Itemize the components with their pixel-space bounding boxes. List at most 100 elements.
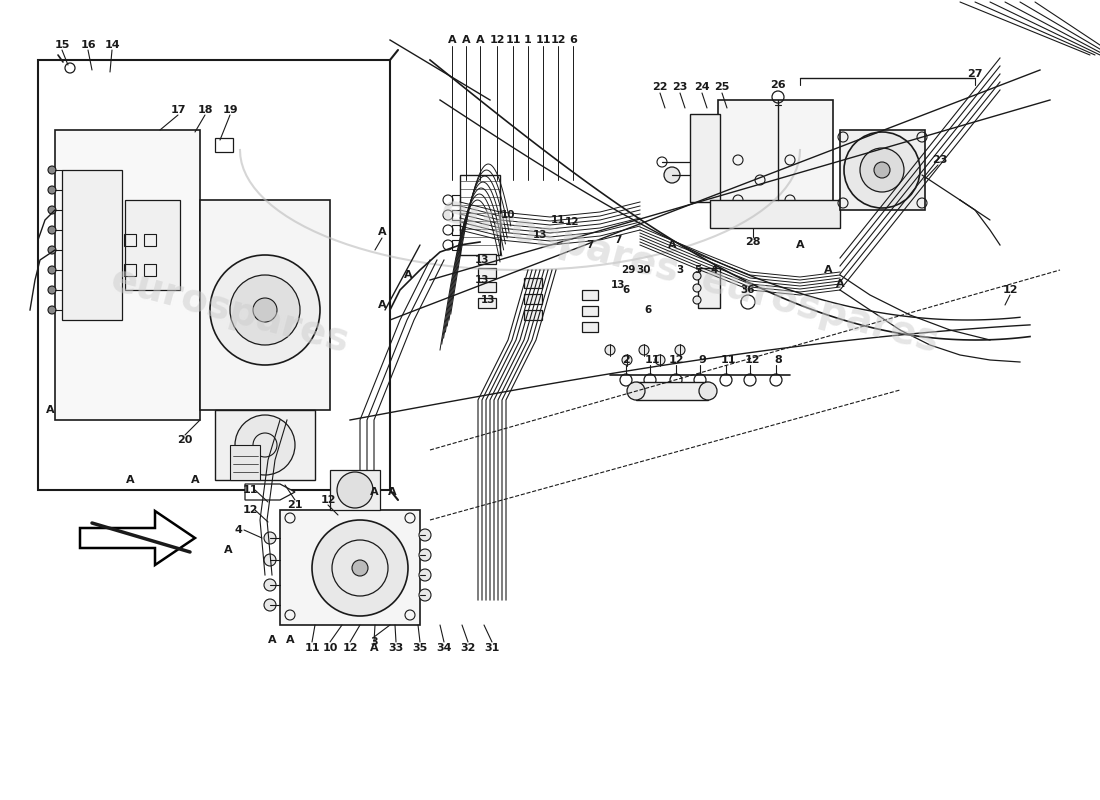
Text: 33: 33 (388, 643, 404, 653)
Text: eurospares: eurospares (696, 260, 944, 360)
Bar (200, 200, 330, 410)
Text: 18: 18 (197, 105, 212, 115)
Circle shape (48, 246, 56, 254)
Text: 13: 13 (475, 275, 490, 285)
Bar (144, 264, 156, 276)
Bar (214, 410, 315, 480)
Text: A: A (462, 35, 471, 45)
Polygon shape (80, 511, 195, 565)
Text: 13: 13 (481, 295, 495, 305)
Text: 3: 3 (676, 265, 683, 275)
Circle shape (698, 382, 717, 400)
Circle shape (352, 560, 368, 576)
Text: 16: 16 (80, 40, 96, 50)
Bar (524, 278, 542, 288)
Text: 25: 25 (714, 82, 729, 92)
Text: A: A (370, 643, 378, 653)
Bar (39, 60, 390, 490)
Text: 21: 21 (287, 500, 303, 510)
Text: A: A (377, 227, 386, 237)
Text: 5: 5 (694, 265, 702, 275)
Text: 4: 4 (234, 525, 242, 535)
Circle shape (844, 132, 920, 208)
Text: eurospares: eurospares (437, 190, 683, 290)
Text: 3: 3 (371, 637, 377, 647)
Circle shape (419, 529, 431, 541)
Text: 31: 31 (484, 643, 499, 653)
Circle shape (627, 382, 645, 400)
Circle shape (48, 206, 56, 214)
Text: A: A (668, 240, 676, 250)
Bar (55, 130, 200, 420)
Bar (478, 254, 496, 264)
Text: 7: 7 (586, 240, 594, 250)
Text: A: A (223, 545, 232, 555)
Bar (452, 195, 460, 205)
Circle shape (253, 298, 277, 322)
Text: 20: 20 (177, 435, 192, 445)
Text: 35: 35 (412, 643, 428, 653)
Text: 13: 13 (532, 230, 548, 240)
Text: 27: 27 (967, 69, 982, 79)
Circle shape (264, 579, 276, 591)
Text: 28: 28 (746, 237, 761, 247)
Text: 29: 29 (620, 265, 635, 275)
Text: A: A (404, 270, 412, 280)
Text: 11: 11 (551, 215, 565, 225)
Circle shape (419, 589, 431, 601)
Circle shape (264, 599, 276, 611)
Text: 24: 24 (694, 82, 710, 92)
Bar (62, 170, 122, 320)
Circle shape (693, 272, 701, 280)
Circle shape (621, 355, 632, 365)
Text: A: A (370, 487, 378, 497)
Circle shape (210, 255, 320, 365)
Bar (582, 322, 598, 332)
Bar (698, 268, 720, 308)
Circle shape (312, 520, 408, 616)
Circle shape (693, 296, 701, 304)
Bar (582, 290, 598, 300)
Bar (478, 282, 496, 292)
Text: eurospares: eurospares (107, 260, 353, 360)
Text: 10: 10 (500, 210, 515, 220)
Bar (718, 100, 833, 220)
Text: 11: 11 (536, 35, 551, 45)
Circle shape (48, 266, 56, 274)
Bar (840, 130, 925, 210)
Text: 17: 17 (170, 105, 186, 115)
Text: 11: 11 (645, 355, 660, 365)
Text: A: A (836, 279, 845, 289)
Text: 8: 8 (774, 355, 782, 365)
Text: 26: 26 (770, 80, 785, 90)
Bar (452, 240, 460, 250)
Circle shape (48, 306, 56, 314)
Circle shape (48, 286, 56, 294)
Circle shape (639, 345, 649, 355)
Circle shape (48, 166, 56, 174)
Bar (214, 138, 233, 152)
Text: 14: 14 (104, 40, 120, 50)
Bar (478, 268, 496, 278)
Circle shape (264, 532, 276, 544)
Text: 6: 6 (645, 305, 651, 315)
Bar (710, 200, 840, 228)
Bar (636, 382, 708, 400)
Text: A: A (475, 35, 484, 45)
Text: 6: 6 (623, 285, 629, 295)
Text: 11: 11 (720, 355, 736, 365)
Text: 19: 19 (222, 105, 238, 115)
Text: 23: 23 (672, 82, 688, 92)
Circle shape (693, 284, 701, 292)
Text: 12: 12 (242, 505, 257, 515)
Text: A: A (267, 635, 276, 645)
Text: 11: 11 (242, 485, 257, 495)
Polygon shape (245, 484, 295, 500)
Circle shape (230, 275, 300, 345)
Text: 12: 12 (669, 355, 684, 365)
Circle shape (419, 569, 431, 581)
Circle shape (235, 415, 295, 475)
Bar (144, 234, 156, 246)
Bar (524, 310, 542, 320)
Text: A: A (824, 265, 833, 275)
